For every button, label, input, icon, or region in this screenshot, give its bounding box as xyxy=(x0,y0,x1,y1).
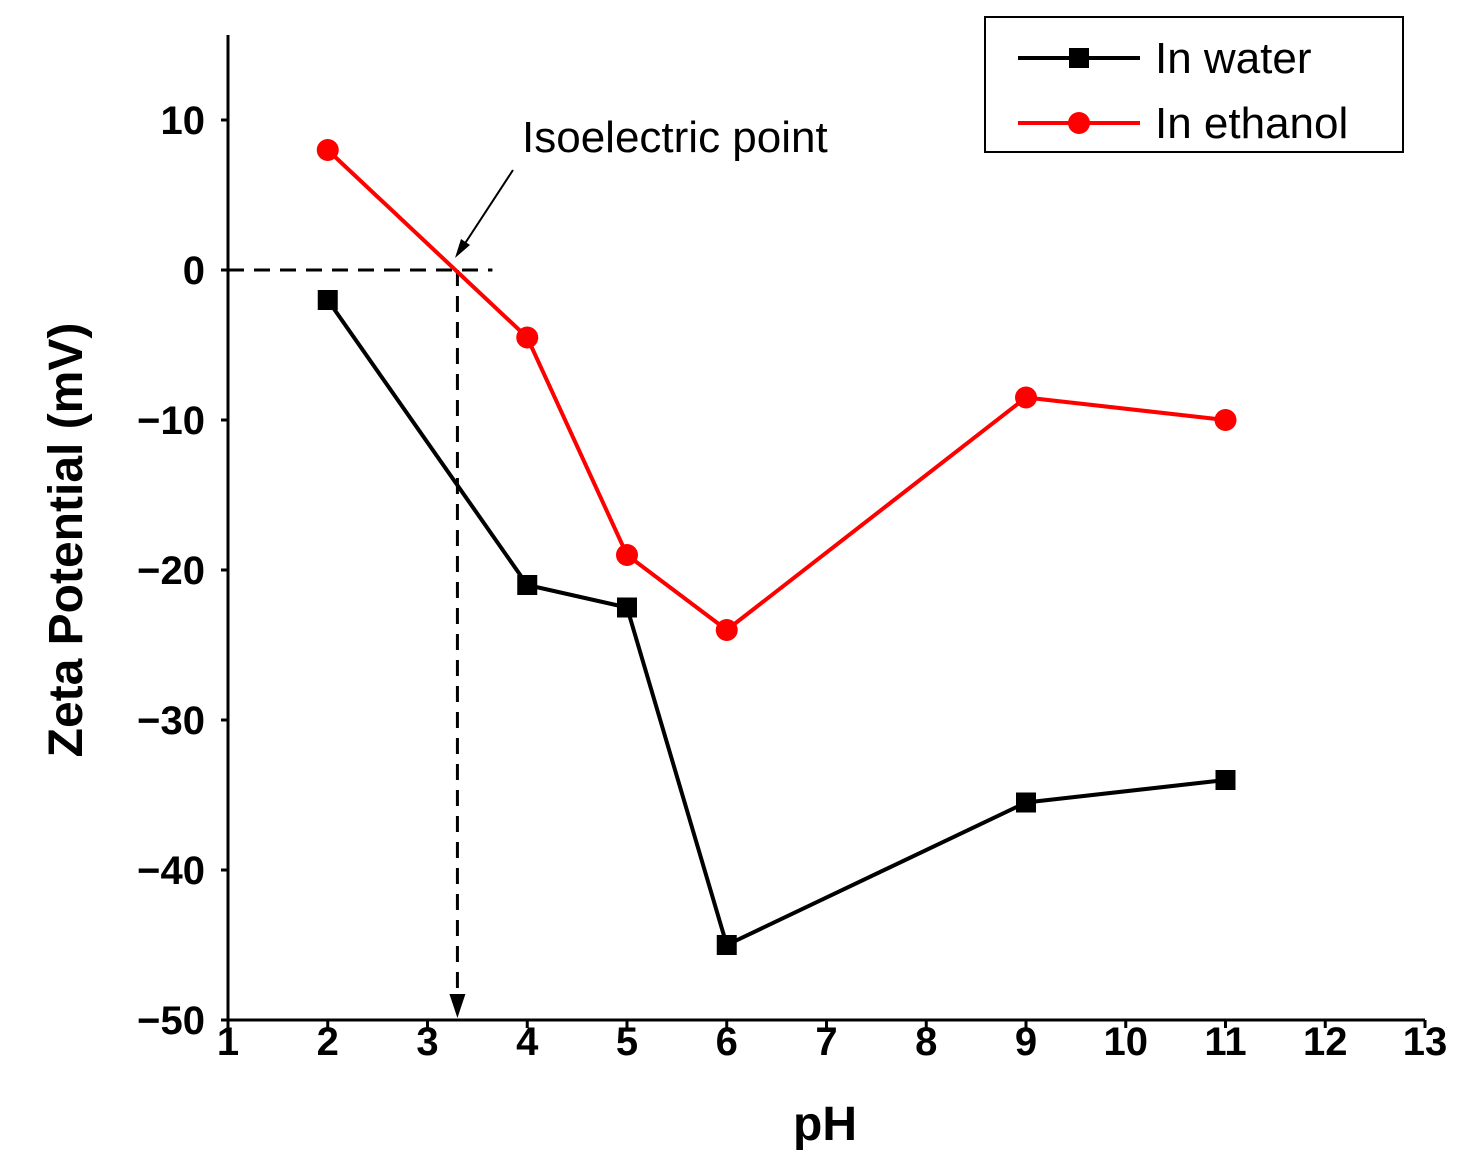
x-tick-label: 2 xyxy=(317,1020,339,1064)
data-point-water xyxy=(617,597,637,618)
legend-box xyxy=(984,16,1404,153)
series xyxy=(316,139,1237,955)
y-tick-label: −40 xyxy=(137,849,205,893)
legend-marker-square xyxy=(1069,48,1089,68)
isoelectric-arrow-head xyxy=(449,994,466,1018)
x-tick-label: 7 xyxy=(815,1020,837,1064)
y-tick-label: 10 xyxy=(161,99,206,143)
x-tick-label: 1 xyxy=(217,1020,239,1064)
x-axis-title: pH xyxy=(793,1098,857,1151)
x-tick-label: 11 xyxy=(1204,1020,1246,1064)
y-tick-label: −20 xyxy=(137,549,205,593)
x-tick-label: 9 xyxy=(1015,1020,1037,1064)
x-tick-label: 13 xyxy=(1403,1020,1448,1064)
series-line-ethanol xyxy=(326,148,1226,632)
y-axis-title: Zeta Potential (mV) xyxy=(40,323,93,758)
annotation-label: Isoelectric point xyxy=(522,113,828,162)
x-tick-label: 8 xyxy=(915,1020,937,1064)
axis-titles: pH Zeta Potential (mV) xyxy=(40,323,857,1151)
data-point-water xyxy=(317,290,338,310)
data-point-ethanol xyxy=(316,139,339,161)
annotation: Isoelectric point xyxy=(455,113,828,258)
data-point-ethanol xyxy=(516,326,539,349)
y-tick-label: 0 xyxy=(183,249,205,293)
legend-label: In ethanol xyxy=(1155,99,1348,148)
data-point-ethanol xyxy=(1015,386,1037,409)
data-point-water xyxy=(1215,770,1236,790)
data-point-water xyxy=(716,935,737,955)
x-tick-label: 5 xyxy=(616,1020,638,1064)
annotation-arrow-head xyxy=(455,239,470,258)
legend: In water In ethanol xyxy=(984,16,1404,153)
axes xyxy=(226,35,1425,1022)
data-point-water xyxy=(1016,792,1036,813)
isoelectric-guides xyxy=(228,268,493,1018)
x-tick-label: 12 xyxy=(1303,1020,1348,1064)
legend-marker-circle xyxy=(1068,112,1090,134)
data-point-water xyxy=(517,575,538,595)
data-point-ethanol xyxy=(715,619,738,641)
y-tick-label: −50 xyxy=(137,999,205,1043)
x-tick-label: 10 xyxy=(1104,1020,1149,1064)
x-tick-label: 3 xyxy=(416,1020,438,1064)
x-tick-label: 4 xyxy=(516,1020,539,1064)
x-tick-label: 6 xyxy=(716,1020,738,1064)
data-point-ethanol xyxy=(616,544,638,566)
data-point-ethanol xyxy=(1214,409,1237,431)
legend-label: In water xyxy=(1155,34,1312,83)
y-tick-label: −10 xyxy=(137,399,205,443)
series-line-water xyxy=(326,298,1226,947)
y-tick-label: −30 xyxy=(137,699,205,743)
annotation-arrow-line xyxy=(461,169,514,249)
